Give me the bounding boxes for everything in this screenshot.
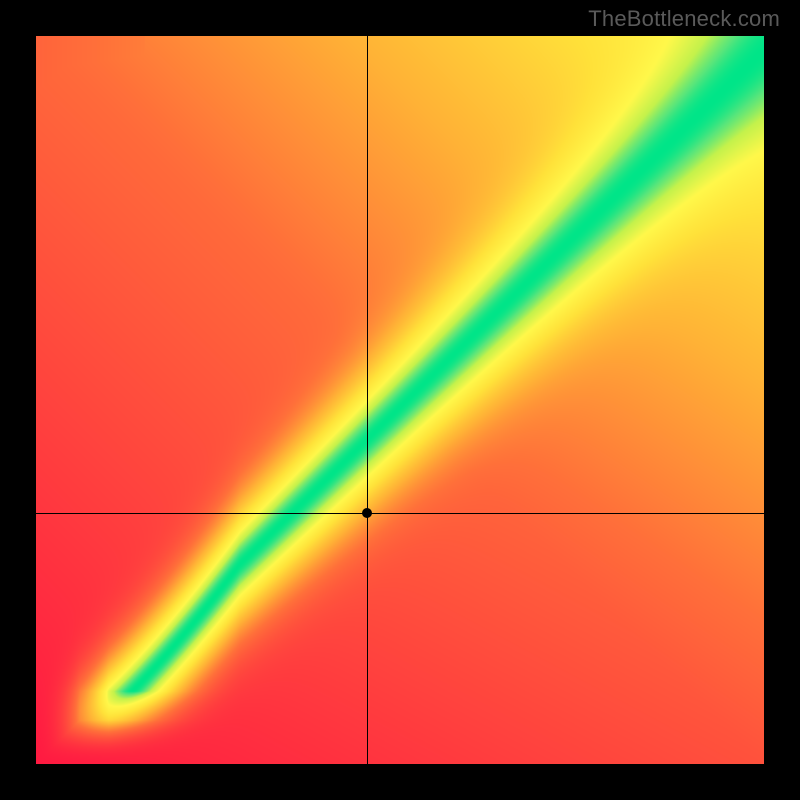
crosshair-vertical xyxy=(367,36,368,764)
heatmap-canvas xyxy=(36,36,764,764)
crosshair-horizontal xyxy=(36,513,764,514)
plot-area xyxy=(36,36,764,764)
chart-frame: TheBottleneck.com xyxy=(0,0,800,800)
crosshair-marker xyxy=(362,508,372,518)
watermark-text: TheBottleneck.com xyxy=(588,6,780,32)
